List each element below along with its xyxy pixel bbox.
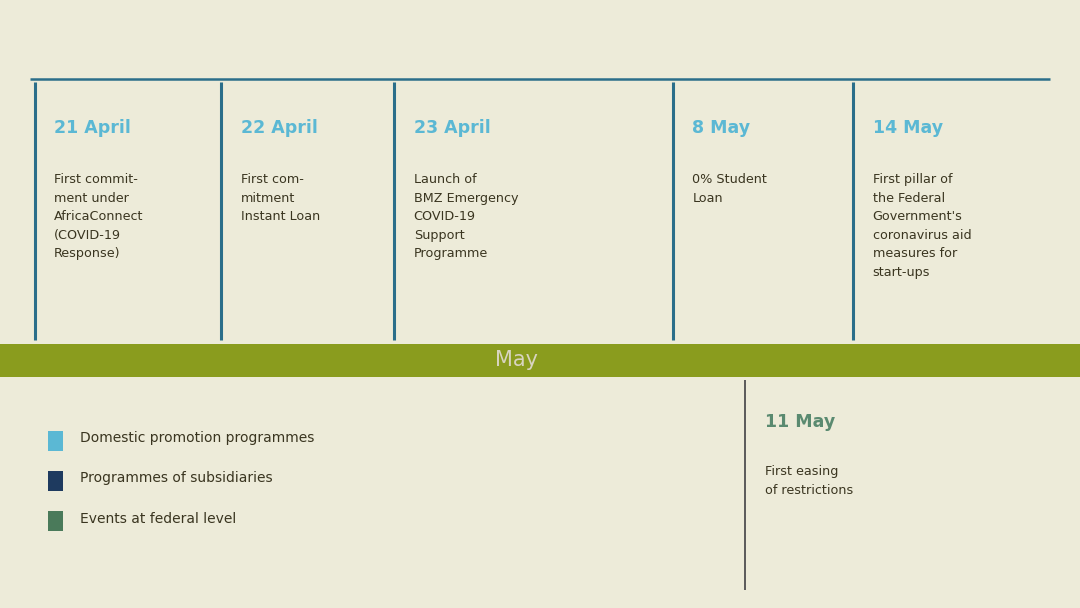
Text: Launch of
BMZ Emergency
COVID-19
Support
Programme: Launch of BMZ Emergency COVID-19 Support… [414,173,518,260]
Bar [48,471,63,491]
Bar [48,511,63,531]
Text: May: May [495,350,538,370]
Text: Programmes of subsidiaries: Programmes of subsidiaries [80,471,272,486]
Text: 21 April: 21 April [54,119,131,137]
Text: 8 May: 8 May [692,119,751,137]
Bar [48,431,63,451]
Bar [0,344,1080,377]
Text: Events at federal level: Events at federal level [80,511,237,526]
Text: 14 May: 14 May [873,119,943,137]
Text: First pillar of
the Federal
Government's
coronavirus aid
measures for
start-ups: First pillar of the Federal Government's… [873,173,971,279]
Text: First easing
of restrictions: First easing of restrictions [765,465,853,497]
Text: 22 April: 22 April [241,119,318,137]
Text: First com-
mitment
Instant Loan: First com- mitment Instant Loan [241,173,320,223]
Text: First commit-
ment under
AfricaConnect
(COVID-19
Response): First commit- ment under AfricaConnect (… [54,173,144,260]
Text: 11 May: 11 May [765,413,835,432]
Text: Domestic promotion programmes: Domestic promotion programmes [80,431,314,446]
Text: 0% Student
Loan: 0% Student Loan [692,173,767,205]
Text: 23 April: 23 April [414,119,490,137]
